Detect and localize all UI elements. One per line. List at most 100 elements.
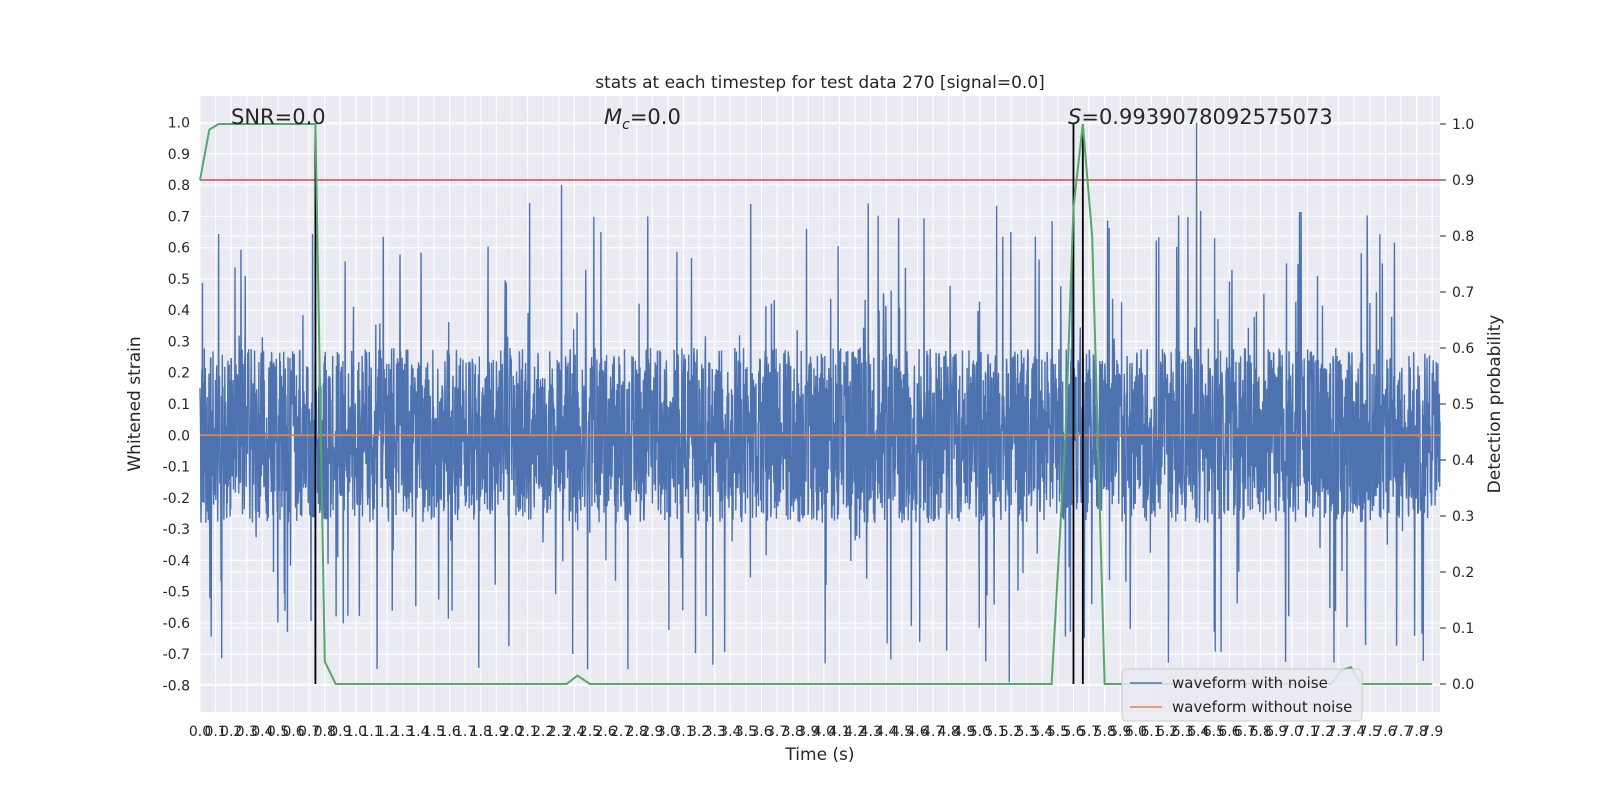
x-axis-label: Time (s) xyxy=(784,745,854,765)
x-tick-label: 4.1 xyxy=(828,724,850,740)
x-tick-label: 0.9 xyxy=(329,724,351,740)
y-tick-label: -0.8 xyxy=(163,678,190,694)
x-tick-label: 0.2 xyxy=(220,724,242,740)
x-tick-label: 2.6 xyxy=(594,724,616,740)
series-layer xyxy=(199,122,1441,685)
snr-annotation: SNR=0.0 xyxy=(231,105,326,129)
y-tick-label: -0.1 xyxy=(163,460,190,476)
x-tick-label: 5.2 xyxy=(1000,724,1022,740)
x-tick-label: 3.2 xyxy=(688,724,710,740)
x-tick-label: 7.2 xyxy=(1312,724,1334,740)
x-tick-label: 2.5 xyxy=(579,724,601,740)
y-right-tick-label: 0.7 xyxy=(1452,285,1474,301)
x-tick-label: 6.3 xyxy=(1172,724,1194,740)
x-tick-label: 5.9 xyxy=(1109,724,1131,740)
x-tick-label: 4.9 xyxy=(953,724,975,740)
y-right-tick-label: 0.6 xyxy=(1452,341,1474,357)
waveform-with-noise-line xyxy=(199,122,1441,683)
x-tick-label: 5.3 xyxy=(1016,724,1038,740)
x-tick-label: 2.4 xyxy=(563,724,585,740)
x-tick-label: 4.5 xyxy=(891,724,913,740)
y-tick-label: -0.4 xyxy=(163,553,190,569)
x-tick-label: 5.0 xyxy=(969,724,991,740)
x-tick-label: 1.0 xyxy=(345,724,367,740)
x-tick-label: 0.6 xyxy=(282,724,304,740)
x-tick-label: 3.4 xyxy=(719,724,741,740)
y-tick-label: 0.8 xyxy=(168,178,190,194)
chirp-mass-subscript: c xyxy=(622,117,630,133)
x-tick-label: 4.6 xyxy=(906,724,928,740)
y-tick-label: -0.3 xyxy=(163,522,190,538)
x-tick-label: 2.0 xyxy=(501,724,523,740)
chart-title: stats at each timestep for test data 270… xyxy=(595,73,1045,93)
x-tick-label: 6.4 xyxy=(1187,724,1209,740)
x-tick-label: 2.3 xyxy=(548,724,570,740)
x-tick-label: 6.5 xyxy=(1203,724,1225,740)
x-tick-label: 7.1 xyxy=(1296,724,1318,740)
score-annotation: S=0.9939078092575073 xyxy=(1068,105,1333,129)
x-tick-label: 5.7 xyxy=(1078,724,1100,740)
x-tick-label: 1.6 xyxy=(438,724,460,740)
x-tick-label: 0.3 xyxy=(236,724,258,740)
legend: waveform with noise waveform without noi… xyxy=(1121,668,1363,722)
x-tick-label: 7.9 xyxy=(1421,724,1443,740)
x-tick-label: 2.7 xyxy=(610,724,632,740)
x-tick-label: 4.8 xyxy=(938,724,960,740)
y-tick-label: 0.6 xyxy=(168,241,190,257)
x-tick-label: 1.7 xyxy=(454,724,476,740)
x-tick-label: 0.0 xyxy=(189,724,211,740)
x-tick-label: 7.7 xyxy=(1390,724,1412,740)
y-tick-label: 0.5 xyxy=(168,272,190,288)
x-tick-label: 6.8 xyxy=(1249,724,1271,740)
x-tick-label: 6.0 xyxy=(1125,724,1147,740)
x-tick-label: 7.4 xyxy=(1343,724,1365,740)
x-tick-label: 2.1 xyxy=(516,724,538,740)
x-tick-label: 0.4 xyxy=(251,724,273,740)
y-tick-label: -0.2 xyxy=(163,491,190,507)
x-tick-label: 1.8 xyxy=(470,724,492,740)
x-tick-label: 7.0 xyxy=(1281,724,1303,740)
x-tick-label: 4.3 xyxy=(860,724,882,740)
x-tick-label: 3.7 xyxy=(766,724,788,740)
y-right-tick-label: 0.8 xyxy=(1452,229,1474,245)
x-tick-label: 6.7 xyxy=(1234,724,1256,740)
x-tick-label: 1.9 xyxy=(485,724,507,740)
x-tick-label: 7.8 xyxy=(1405,724,1427,740)
x-tick-label: 0.7 xyxy=(298,724,320,740)
axes-layer: 0.00.10.20.30.40.50.60.70.80.91.01.11.21… xyxy=(163,116,1475,740)
y-right-tick-label: 1.0 xyxy=(1452,117,1474,133)
x-tick-label: 2.9 xyxy=(641,724,663,740)
x-tick-label: 4.0 xyxy=(813,724,835,740)
x-tick-label: 3.3 xyxy=(704,724,726,740)
x-tick-label: 2.8 xyxy=(626,724,648,740)
x-tick-label: 4.2 xyxy=(844,724,866,740)
x-tick-label: 1.3 xyxy=(392,724,414,740)
x-tick-label: 5.5 xyxy=(1047,724,1069,740)
y-tick-label: 0.9 xyxy=(168,147,190,163)
x-tick-label: 1.1 xyxy=(360,724,382,740)
y-tick-label: 0.3 xyxy=(168,334,190,350)
x-tick-label: 3.1 xyxy=(672,724,694,740)
x-tick-label: 0.8 xyxy=(314,724,336,740)
x-tick-label: 5.8 xyxy=(1094,724,1116,740)
x-tick-label: 5.1 xyxy=(984,724,1006,740)
y-tick-label: -0.6 xyxy=(163,616,190,632)
x-tick-label: 6.2 xyxy=(1156,724,1178,740)
chirp-mass-annotation: Mc=0.0 xyxy=(604,105,681,133)
x-tick-label: 1.2 xyxy=(376,724,398,740)
y-right-tick-label: 0.0 xyxy=(1452,677,1474,693)
score-symbol: S xyxy=(1068,105,1081,129)
x-tick-label: 3.0 xyxy=(657,724,679,740)
x-tick-label: 1.4 xyxy=(407,724,429,740)
y-right-tick-label: 0.9 xyxy=(1452,173,1474,189)
x-tick-label: 6.9 xyxy=(1265,724,1287,740)
x-tick-label: 6.1 xyxy=(1140,724,1162,740)
y-tick-label: 0.1 xyxy=(168,397,190,413)
y-axis-label: Whitened strain xyxy=(125,336,145,471)
x-tick-label: 0.5 xyxy=(267,724,289,740)
score-value: =0.9939078092575073 xyxy=(1081,105,1332,129)
legend-label-clean: waveform without noise xyxy=(1172,698,1352,716)
x-tick-label: 4.4 xyxy=(875,724,897,740)
y-right-tick-label: 0.5 xyxy=(1452,397,1474,413)
